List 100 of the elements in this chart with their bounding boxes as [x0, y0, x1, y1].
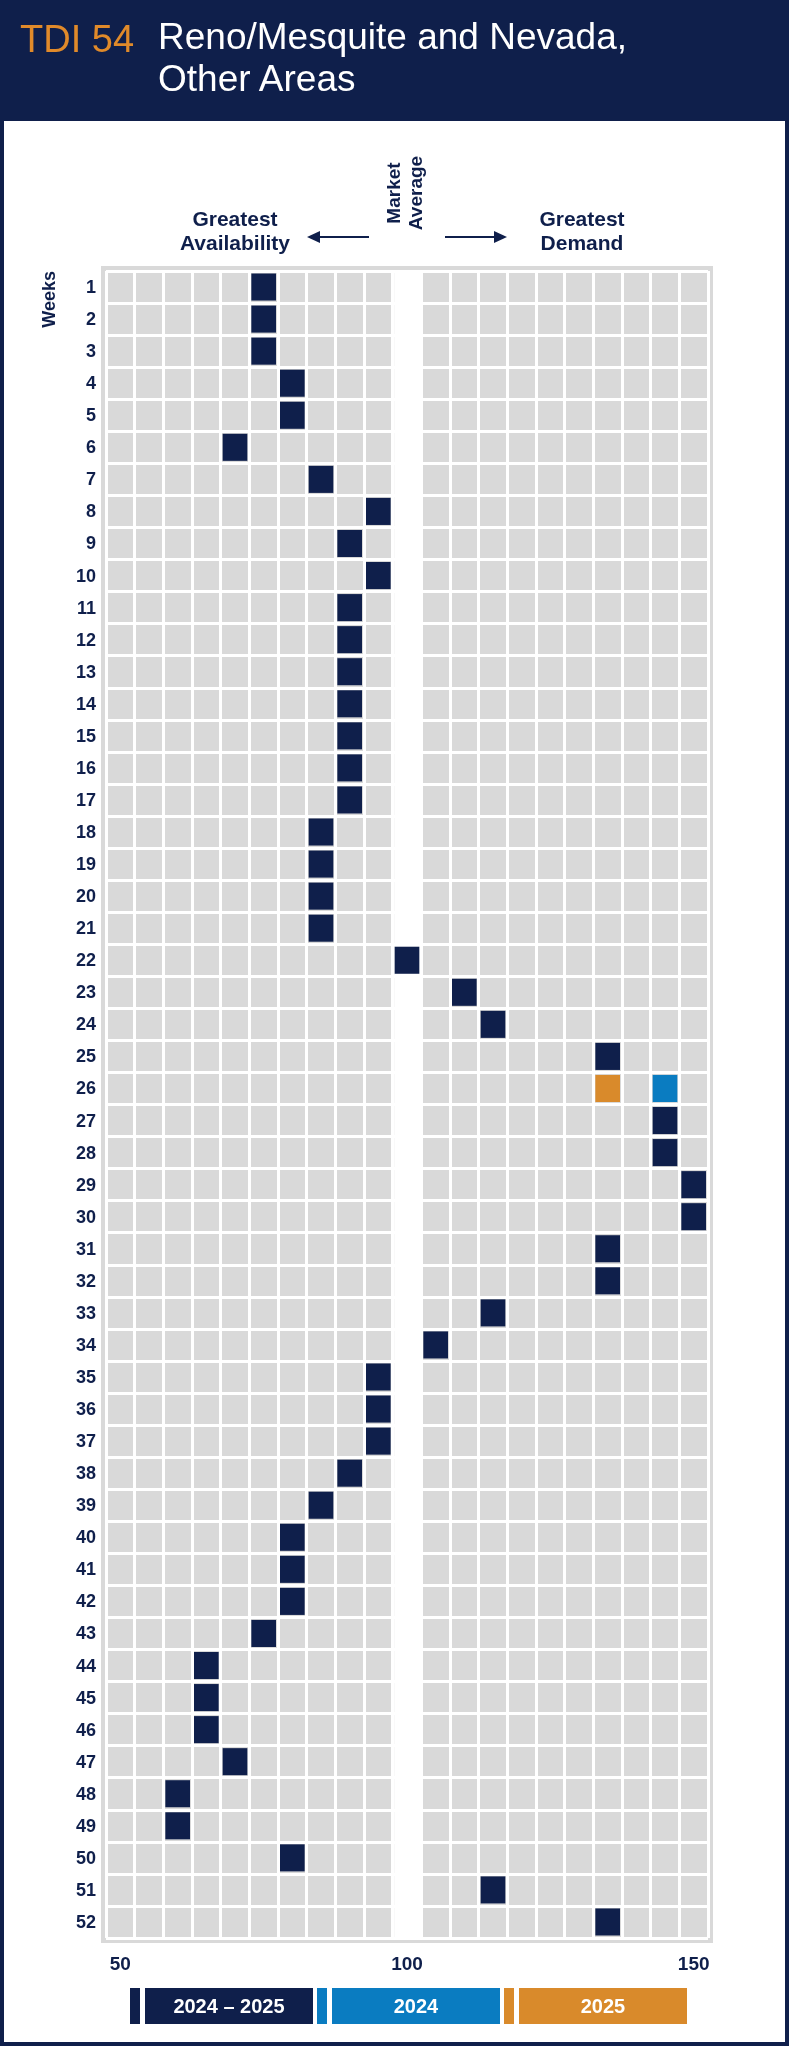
point — [337, 658, 362, 686]
point — [280, 1844, 305, 1872]
point — [165, 1812, 190, 1840]
y-tick-label: 35 — [75, 1366, 96, 1387]
point — [280, 1523, 305, 1551]
point — [251, 273, 276, 301]
text: 2024 — [393, 1995, 440, 2017]
legend-label: 2024 – 2025 — [173, 1995, 285, 2017]
y-tick-label: 50 — [75, 1847, 96, 1868]
point — [681, 1171, 706, 1199]
point — [366, 1427, 391, 1455]
y-tick-label: 23 — [75, 982, 96, 1003]
point — [595, 1042, 620, 1070]
y-tick-label: 19 — [75, 854, 96, 875]
y-tick-label: 42 — [75, 1591, 96, 1612]
point — [337, 1459, 362, 1487]
y-tick-label: 43 — [75, 1623, 96, 1644]
y-tick-label: 40 — [75, 1527, 96, 1548]
y-tick-label: 4 — [85, 373, 96, 394]
point — [337, 626, 362, 654]
chart-subtitle: Reno/Mesquite and Nevada, Other Areas — [157, 15, 628, 100]
text: Greatest Availability — [178, 207, 292, 255]
point — [595, 1235, 620, 1263]
chart-title: TDI 54 — [19, 17, 135, 61]
y-tick-label: 38 — [75, 1463, 96, 1484]
point — [308, 818, 334, 846]
point — [480, 1010, 506, 1038]
point — [337, 529, 362, 558]
point — [337, 754, 362, 782]
point — [366, 1395, 391, 1423]
y-tick-label: 26 — [75, 1078, 96, 1099]
y-axis-title: Weeks — [39, 271, 59, 328]
y-tick-label: 27 — [75, 1110, 96, 1131]
point — [366, 497, 391, 525]
y-tick-label: 32 — [75, 1270, 96, 1291]
point — [480, 1299, 506, 1327]
point — [394, 946, 420, 974]
point — [480, 1876, 506, 1904]
y-tick-label: 24 — [75, 1014, 96, 1035]
point — [194, 1684, 219, 1712]
point — [194, 1716, 219, 1744]
point — [337, 786, 362, 814]
point — [194, 1651, 219, 1680]
y-tick-label: 30 — [75, 1206, 96, 1227]
x-tick-label: 50 — [109, 1953, 131, 1974]
y-tick-label: 31 — [75, 1238, 96, 1259]
y-tick-label: 49 — [75, 1815, 96, 1836]
y-tick-label: 46 — [75, 1719, 96, 1740]
point — [251, 305, 276, 333]
point — [222, 1748, 248, 1776]
y-tick-label: 11 — [76, 597, 96, 618]
y-tick-label: 10 — [75, 565, 96, 586]
point — [595, 1908, 620, 1936]
y-tick-label: 7 — [85, 469, 96, 490]
y-tick-label: 48 — [75, 1783, 96, 1804]
point — [652, 1074, 678, 1102]
y-tick-label: 13 — [75, 661, 96, 682]
y-tick-label: 5 — [85, 405, 96, 426]
y-tick-label: 22 — [75, 950, 96, 971]
y-tick-label: 8 — [85, 501, 96, 522]
point — [595, 1267, 620, 1295]
y-tick-label: 45 — [75, 1687, 96, 1708]
y-tick-label: 3 — [85, 341, 96, 362]
point — [366, 1363, 391, 1391]
x-tick-label: 100 — [391, 1953, 423, 1974]
y-tick-label: 14 — [75, 693, 96, 714]
text: 2025 — [580, 1995, 626, 2017]
point — [280, 369, 305, 397]
point — [165, 1780, 190, 1808]
y-tick-label: 12 — [75, 629, 96, 650]
point — [308, 914, 334, 942]
point — [337, 594, 362, 622]
point — [681, 1203, 706, 1231]
point — [251, 337, 276, 365]
y-tick-label: 51 — [75, 1879, 96, 1900]
point — [337, 690, 362, 718]
y-tick-label: 29 — [75, 1174, 96, 1195]
y-tick-label: 33 — [75, 1302, 96, 1323]
y-tick-label: 20 — [75, 886, 96, 907]
y-tick-label: 15 — [75, 725, 96, 746]
y-tick-label: 41 — [75, 1559, 96, 1580]
ref-line-label: Market Average — [383, 154, 427, 233]
point — [308, 1491, 334, 1519]
point — [366, 562, 391, 590]
y-tick-label: 17 — [75, 789, 96, 810]
y-tick-label: 18 — [75, 822, 96, 843]
point — [308, 882, 334, 910]
text: Greatest Demand — [538, 207, 626, 255]
y-tick-label: 6 — [85, 437, 96, 458]
y-tick-label: 39 — [75, 1495, 96, 1516]
point — [337, 722, 362, 750]
point — [652, 1139, 678, 1167]
y-tick-label: 1 — [85, 277, 96, 298]
point — [652, 1107, 678, 1135]
point — [222, 433, 248, 461]
y-tick-label: 52 — [75, 1911, 96, 1932]
y-tick-label: 25 — [75, 1046, 96, 1067]
y-tick-label: 44 — [75, 1655, 96, 1676]
point — [280, 1555, 305, 1583]
y-tick-label: 47 — [75, 1751, 96, 1772]
